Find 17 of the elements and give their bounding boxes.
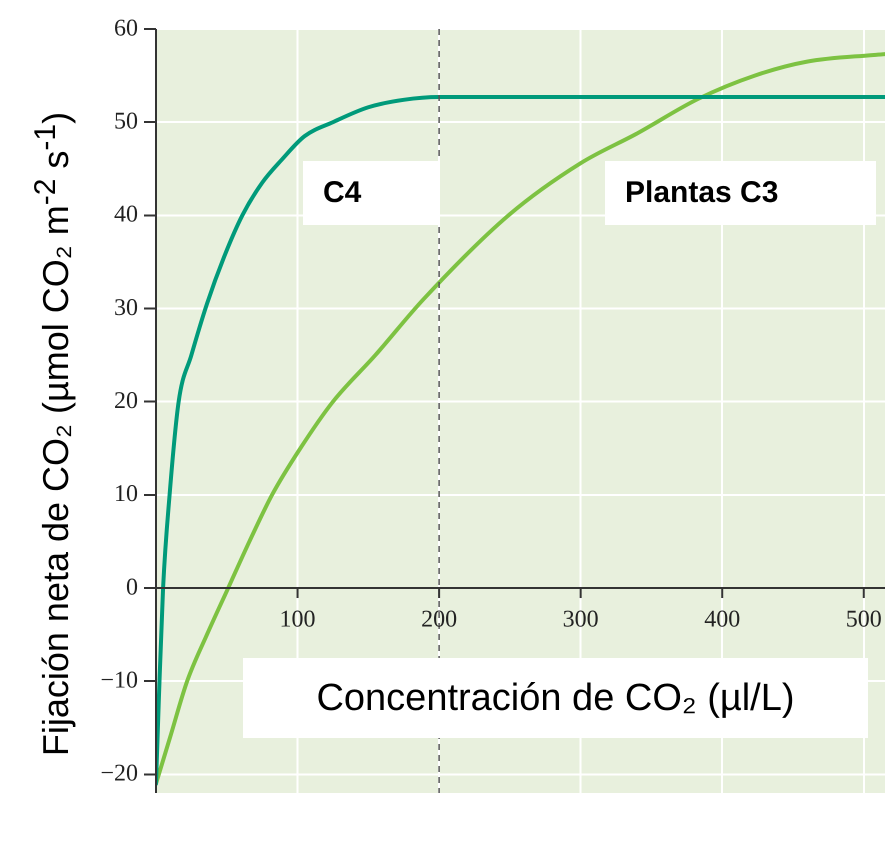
y-tick-label: 10 (114, 481, 138, 508)
x-tick-label: 300 (562, 606, 599, 632)
label-box: Concentración de CO₂ (µl/L) (243, 658, 868, 738)
y-tick-label: 60 (114, 15, 138, 42)
label-box: Plantas C3 (605, 161, 876, 225)
x-tick-label: 100 (280, 606, 316, 632)
y-tick-label: 0 (126, 574, 138, 600)
y-tick-label: 30 (114, 294, 138, 321)
x-tick-label: 200 (421, 606, 458, 632)
y-tick-label: 40 (114, 202, 138, 228)
y-tick-label: 50 (114, 108, 138, 134)
y-tick-label: −20 (100, 760, 138, 787)
y-tick-label: 20 (114, 388, 138, 414)
x-tick-label: 500 (846, 606, 882, 632)
label-box: C4 (303, 161, 440, 225)
x-tick-label: 400 (704, 606, 740, 632)
y-tick-label: −10 (100, 667, 138, 694)
